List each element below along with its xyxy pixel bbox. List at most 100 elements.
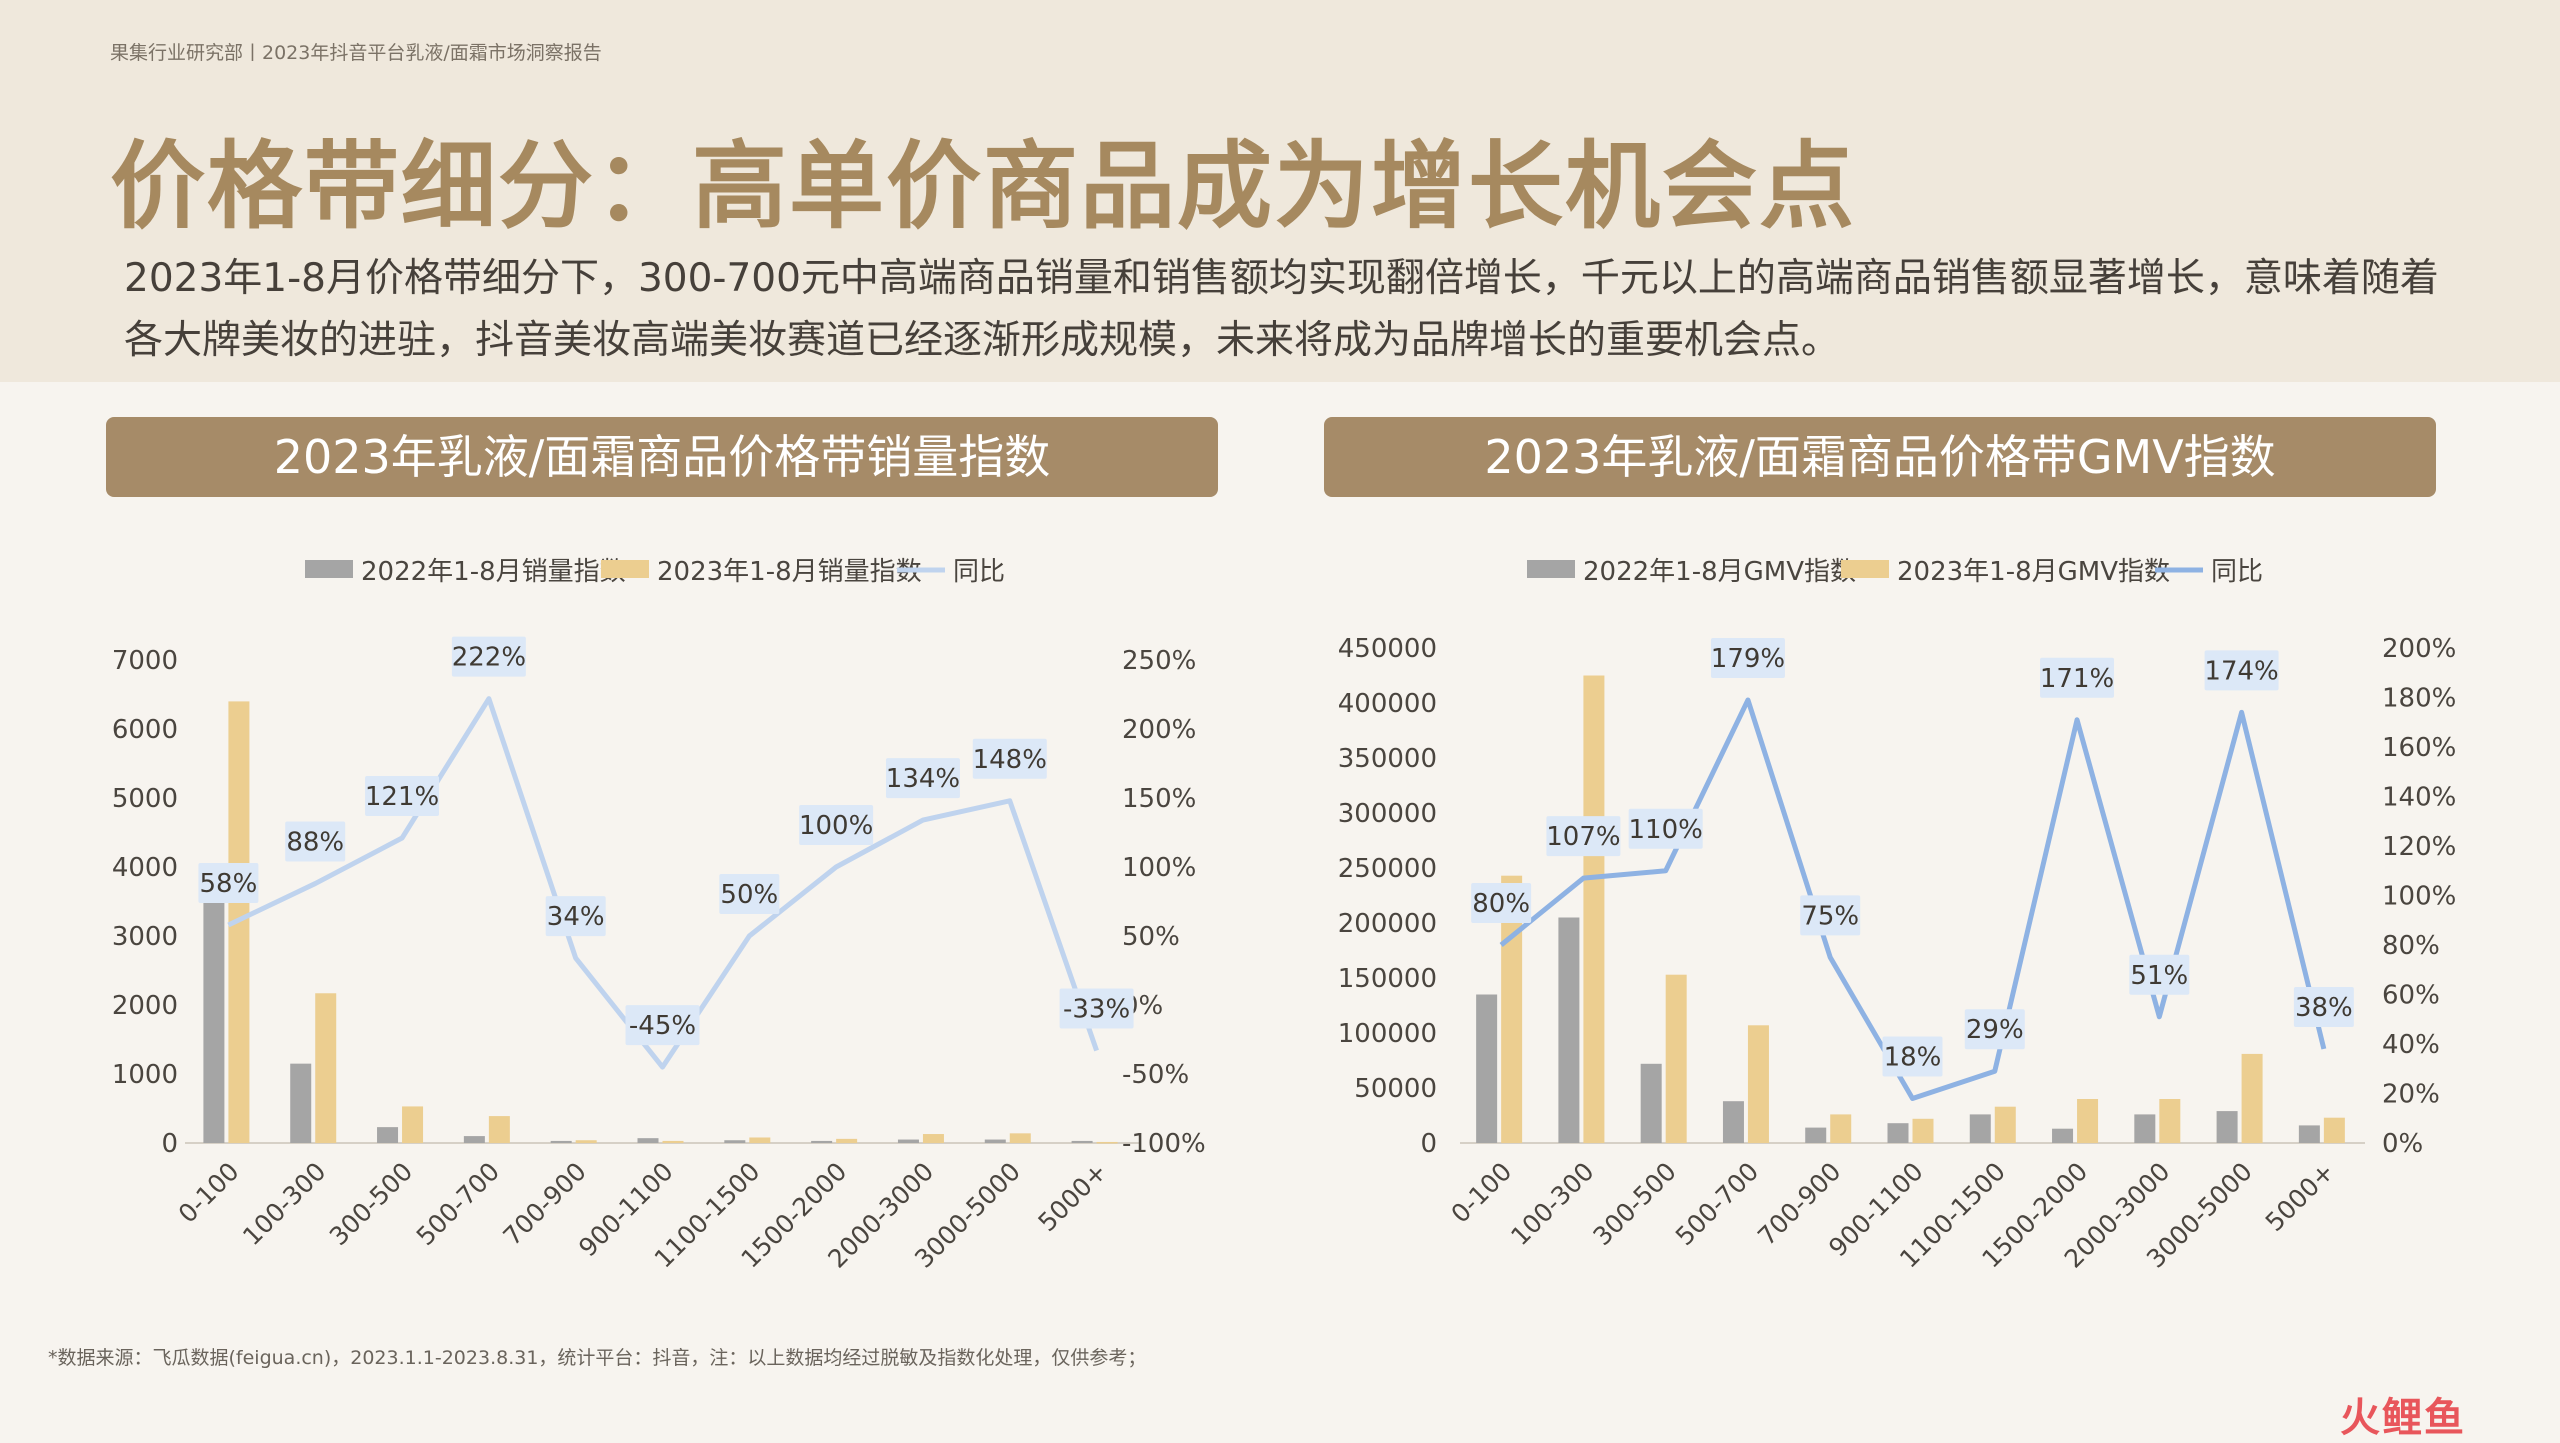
gmv-y-left-tick: 200000 [1338, 909, 1437, 939]
gmv-y-right-tick: 80% [2382, 931, 2440, 961]
sales-y-right-tick: 100% [1122, 853, 1196, 883]
sales-y-right-tick: 50% [1122, 922, 1180, 952]
sales-yoy-data-label: -45% [629, 1011, 696, 1041]
sales-x-tick-label: 500-700 [411, 1157, 505, 1251]
gmv-y-right-tick: 0% [2382, 1129, 2423, 1159]
gmv-bar-2023 [1994, 1106, 2016, 1143]
gmv-legend-swatch [1841, 560, 1889, 578]
gmv-yoy-data-label: 75% [1801, 901, 1859, 931]
gmv-y-left-tick: 400000 [1338, 689, 1437, 719]
sales-bar-2023 [1096, 1141, 1118, 1144]
sales-yoy-label-bg [799, 805, 874, 845]
sales-yoy-data-label: -33% [1063, 995, 1130, 1025]
sales-yoy-label-bg [972, 738, 1047, 779]
sales-legend-swatch [305, 560, 353, 578]
sales-chart-title: 2023年乳液/面霜商品价格带销量指数 [106, 417, 1218, 497]
sales-yoy-label-bg [1059, 988, 1134, 1029]
sales-yoy-line [227, 696, 1099, 1070]
sales-yoy-label-bg [451, 636, 526, 677]
gmv-x-tick-label: 0-100 [1445, 1157, 1517, 1229]
sales-yoy-data-label: 88% [286, 828, 344, 858]
sales-bar-2023 [575, 1140, 597, 1143]
gmv-y-left-tick: 0 [1420, 1129, 1437, 1159]
gmv-bar-2023 [2323, 1117, 2345, 1143]
sales-y-right-tick: -50% [1122, 1060, 1189, 1090]
gmv-yoy-label-bg [1546, 816, 1621, 857]
gmv-y-left-tick: 250000 [1338, 854, 1437, 884]
gmv-y-left-tick: 350000 [1338, 744, 1437, 774]
gmv-x-tick-label: 300-500 [1588, 1157, 1682, 1251]
sales-y-left-tick: 1000 [112, 1060, 178, 1090]
sales-y-left-tick: 5000 [112, 784, 178, 814]
gmv-yoy-data-label: 107% [1546, 822, 1620, 852]
gmv-legend-label: 2022年1-8月GMV指数 [1583, 557, 1856, 587]
sales-legend-label: 2023年1-8月销量指数 [657, 557, 922, 587]
footnote: *数据来源：飞瓜数据(feigua.cn)，2023.1.1-2023.8.31… [48, 1347, 1147, 1369]
gmv-y-right-tick: 200% [2382, 634, 2456, 664]
gmv-y-left-tick: 300000 [1338, 799, 1437, 829]
sales-bar-2023 [749, 1137, 771, 1143]
sales-y-left-tick: 7000 [112, 646, 178, 676]
sales-bar-2023 [402, 1106, 424, 1143]
gmv-bar-2022 [2298, 1125, 2320, 1143]
sales-yoy-label-bg [885, 758, 960, 799]
sales-x-tick-label: 5000+ [1033, 1157, 1113, 1237]
gmv-yoy-label-bg [1471, 883, 1532, 923]
sales-yoy-data-label: 34% [547, 902, 605, 932]
gmv-legend-swatch [1527, 560, 1575, 578]
gmv-bar-2022 [2052, 1128, 2074, 1143]
gmv-yoy-label-bg [1882, 1036, 1943, 1077]
sales-bar-2022 [897, 1139, 919, 1143]
gmv-x-tick-label: 500-700 [1670, 1157, 1764, 1251]
gmv-y-right-tick: 100% [2382, 882, 2456, 912]
gmv-yoy-data-label: 80% [1472, 889, 1530, 919]
sales-y-left-tick: 2000 [112, 991, 178, 1021]
sales-yoy-label-bg [545, 896, 606, 937]
sales-yoy-label-bg [365, 776, 440, 817]
sales-bar-2022 [463, 1136, 485, 1143]
page-description: 2023年1-8月价格带细分下，300-700元中高端商品销量和销售额均实现翻倍… [124, 256, 2439, 363]
gmv-y-right-tick: 160% [2382, 733, 2456, 763]
sales-y-right-tick: 200% [1122, 715, 1196, 745]
gmv-bar-2023 [1583, 675, 1605, 1143]
sales-yoy-label-bg [198, 862, 259, 903]
gmv-yoy-line [1499, 697, 2327, 1101]
gmv-yoy-data-label: 174% [2204, 656, 2278, 686]
sales-bar-2022 [377, 1127, 399, 1143]
sales-yoy-label-bg [625, 1005, 700, 1046]
header-band [0, 0, 2560, 382]
sales-y-right-tick: -100% [1122, 1129, 1206, 1159]
gmv-yoy-data-label: 51% [2130, 961, 2188, 991]
gmv-yoy-data-label: 110% [1629, 815, 1703, 845]
gmv-y-left-tick: 450000 [1338, 634, 1437, 664]
gmv-bar-2022 [1640, 1063, 1662, 1143]
sales-yoy-data-label: 121% [365, 782, 439, 812]
sales-bar-2023 [836, 1138, 858, 1143]
gmv-yoy-data-label: 179% [1711, 644, 1785, 674]
gmv-yoy-label-bg [2204, 650, 2279, 691]
page-title: 价格带细分：高单价商品成为增长机会点 [110, 132, 1857, 242]
gmv-bar-2023 [2241, 1053, 2263, 1143]
gmv-y-left-tick: 150000 [1338, 964, 1437, 994]
gmv-yoy-label-bg [1964, 1009, 2025, 1050]
sales-yoy-data-label: 58% [200, 869, 258, 899]
gmv-bar-2022 [2134, 1114, 2156, 1143]
sales-yoy-data-label: 100% [799, 811, 873, 841]
gmv-yoy-data-label: 171% [2040, 664, 2114, 694]
gmv-yoy-data-label: 38% [2295, 993, 2353, 1023]
gmv-yoy-label-bg [2293, 986, 2354, 1027]
sales-y-left-tick: 0 [161, 1129, 178, 1159]
gmv-y-right-tick: 60% [2382, 981, 2440, 1011]
sales-x-tick-label: 300-500 [324, 1157, 418, 1251]
sales-y-right-tick: 250% [1122, 646, 1196, 676]
gmv-bar-2023 [1665, 974, 1687, 1143]
gmv-bar-2023 [2077, 1099, 2099, 1143]
gmv-bar-2022 [1805, 1127, 1827, 1143]
gmv-y-left-tick: 50000 [1354, 1074, 1437, 1104]
gmv-y-left-tick: 100000 [1338, 1019, 1437, 1049]
gmv-yoy-label-bg [1628, 808, 1703, 849]
sales-y-right-tick: 150% [1122, 784, 1196, 814]
sales-yoy-label-bg [285, 821, 346, 862]
sales-bar-2022 [811, 1140, 833, 1143]
